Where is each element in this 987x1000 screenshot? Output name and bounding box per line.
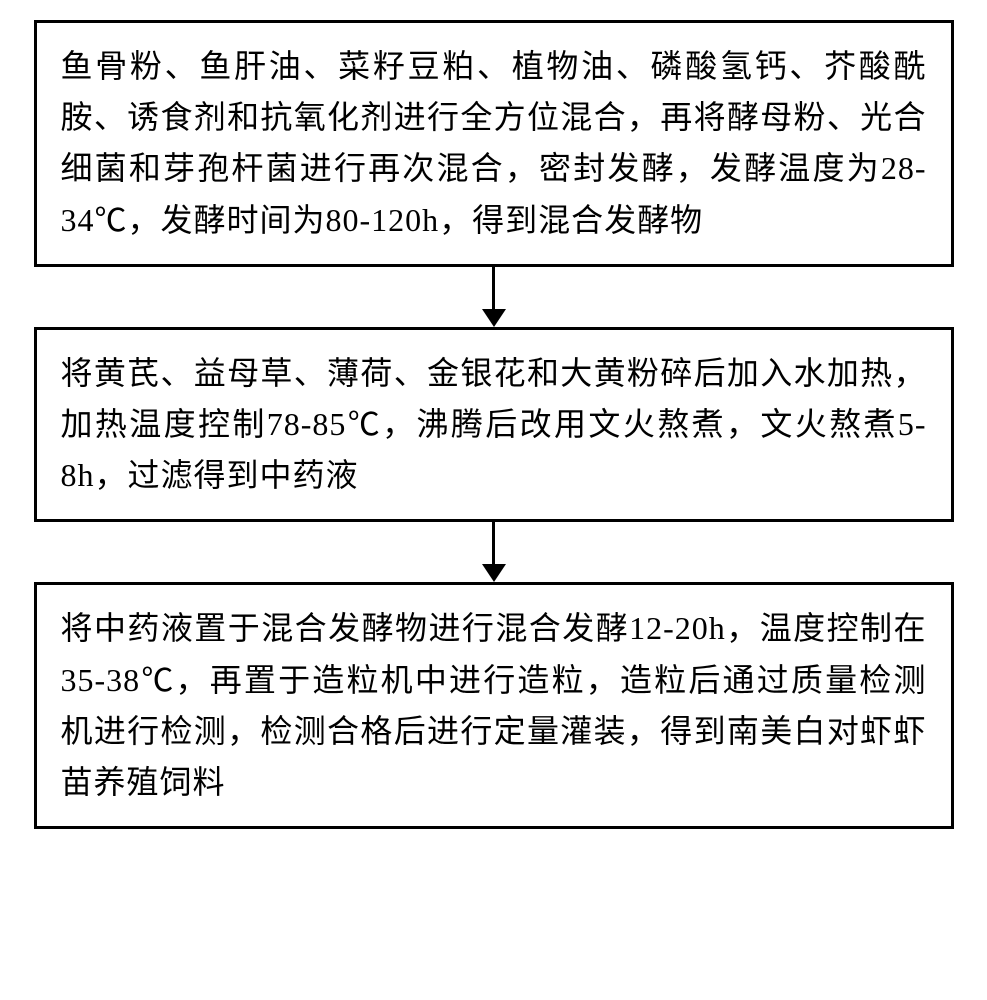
process-step-2: 将黄芪、益母草、薄荷、金银花和大黄粉碎后加入水加热，加热温度控制78-85℃，沸… <box>34 327 954 523</box>
flowchart-container: 鱼骨粉、鱼肝油、菜籽豆粕、植物油、磷酸氢钙、芥酸酰胺、诱食剂和抗氧化剂进行全方位… <box>30 20 957 829</box>
arrow-1 <box>482 267 506 327</box>
arrow-line-icon <box>492 267 495 309</box>
arrow-line-icon <box>492 522 495 564</box>
arrow-head-icon <box>482 309 506 327</box>
process-step-1: 鱼骨粉、鱼肝油、菜籽豆粕、植物油、磷酸氢钙、芥酸酰胺、诱食剂和抗氧化剂进行全方位… <box>34 20 954 267</box>
arrow-2 <box>482 522 506 582</box>
arrow-head-icon <box>482 564 506 582</box>
process-step-3: 将中药液置于混合发酵物进行混合发酵12-20h，温度控制在35-38℃，再置于造… <box>34 582 954 829</box>
